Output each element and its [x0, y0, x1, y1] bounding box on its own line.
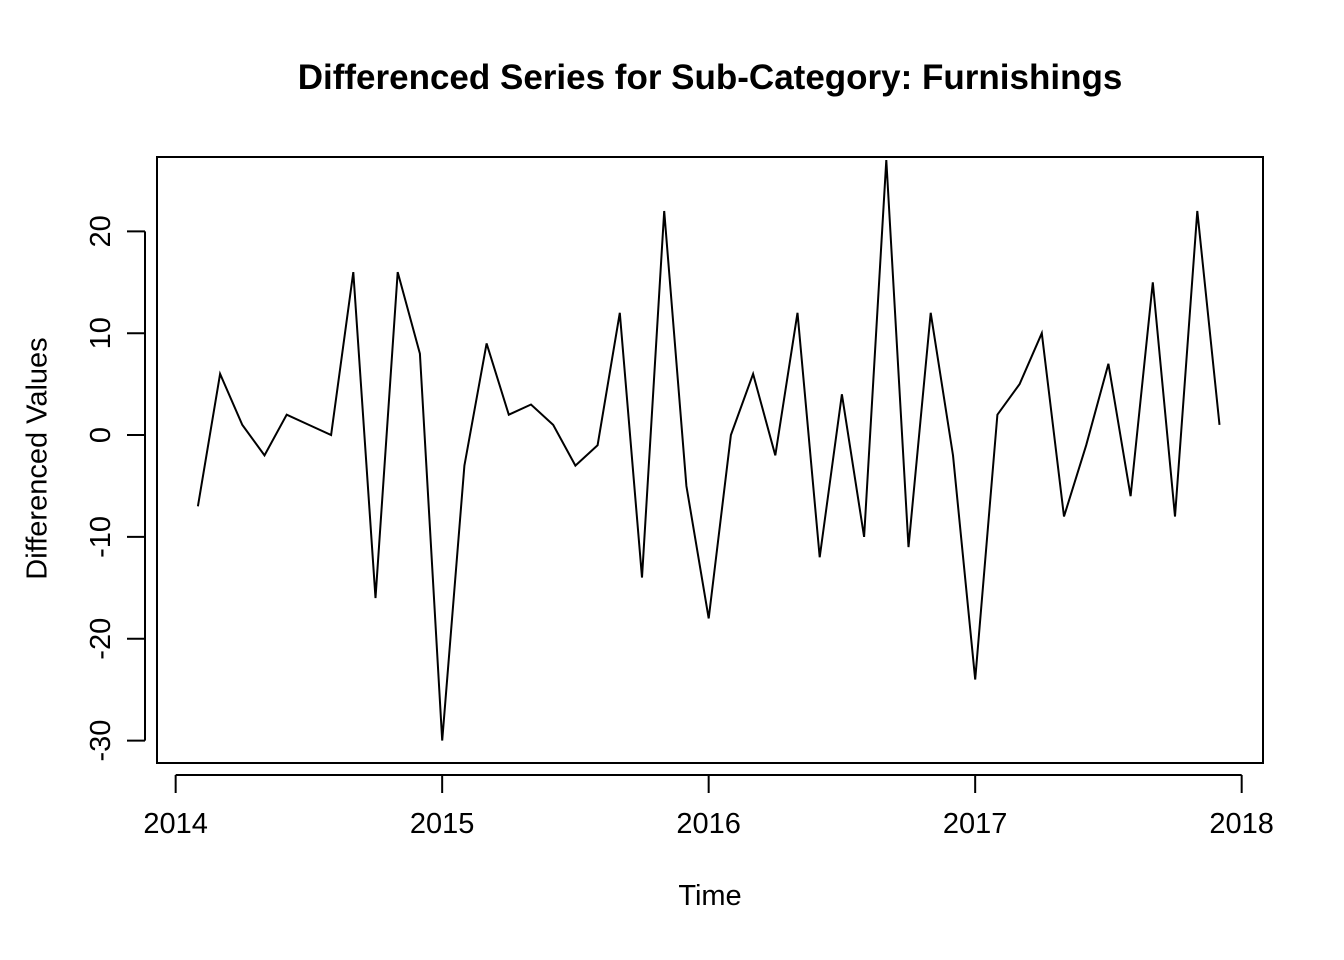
y-tick-label: -20: [85, 618, 117, 660]
x-tick-label: 2015: [410, 808, 475, 840]
y-tick-label: 10: [85, 317, 117, 349]
x-axis-label: Time: [678, 880, 742, 912]
x-tick-label: 2017: [943, 808, 1008, 840]
y-tick-label: -10: [85, 516, 117, 558]
y-tick-label: 20: [85, 215, 117, 247]
y-tick-label: 0: [85, 427, 117, 443]
y-tick-label: -30: [85, 720, 117, 762]
x-axis: 2014 2015 2016 2017 2018: [143, 774, 1274, 840]
x-tick-label: 2016: [676, 808, 741, 840]
chart-title: Differenced Series for Sub-Category: Fur…: [297, 58, 1123, 97]
series-line: [196, 160, 1221, 741]
y-axis: -30 -20 -10 0 10 20: [85, 215, 146, 762]
plot-frame: [156, 156, 1264, 764]
x-tick-label: 2014: [143, 808, 208, 840]
x-tick-label: 2018: [1209, 808, 1274, 840]
